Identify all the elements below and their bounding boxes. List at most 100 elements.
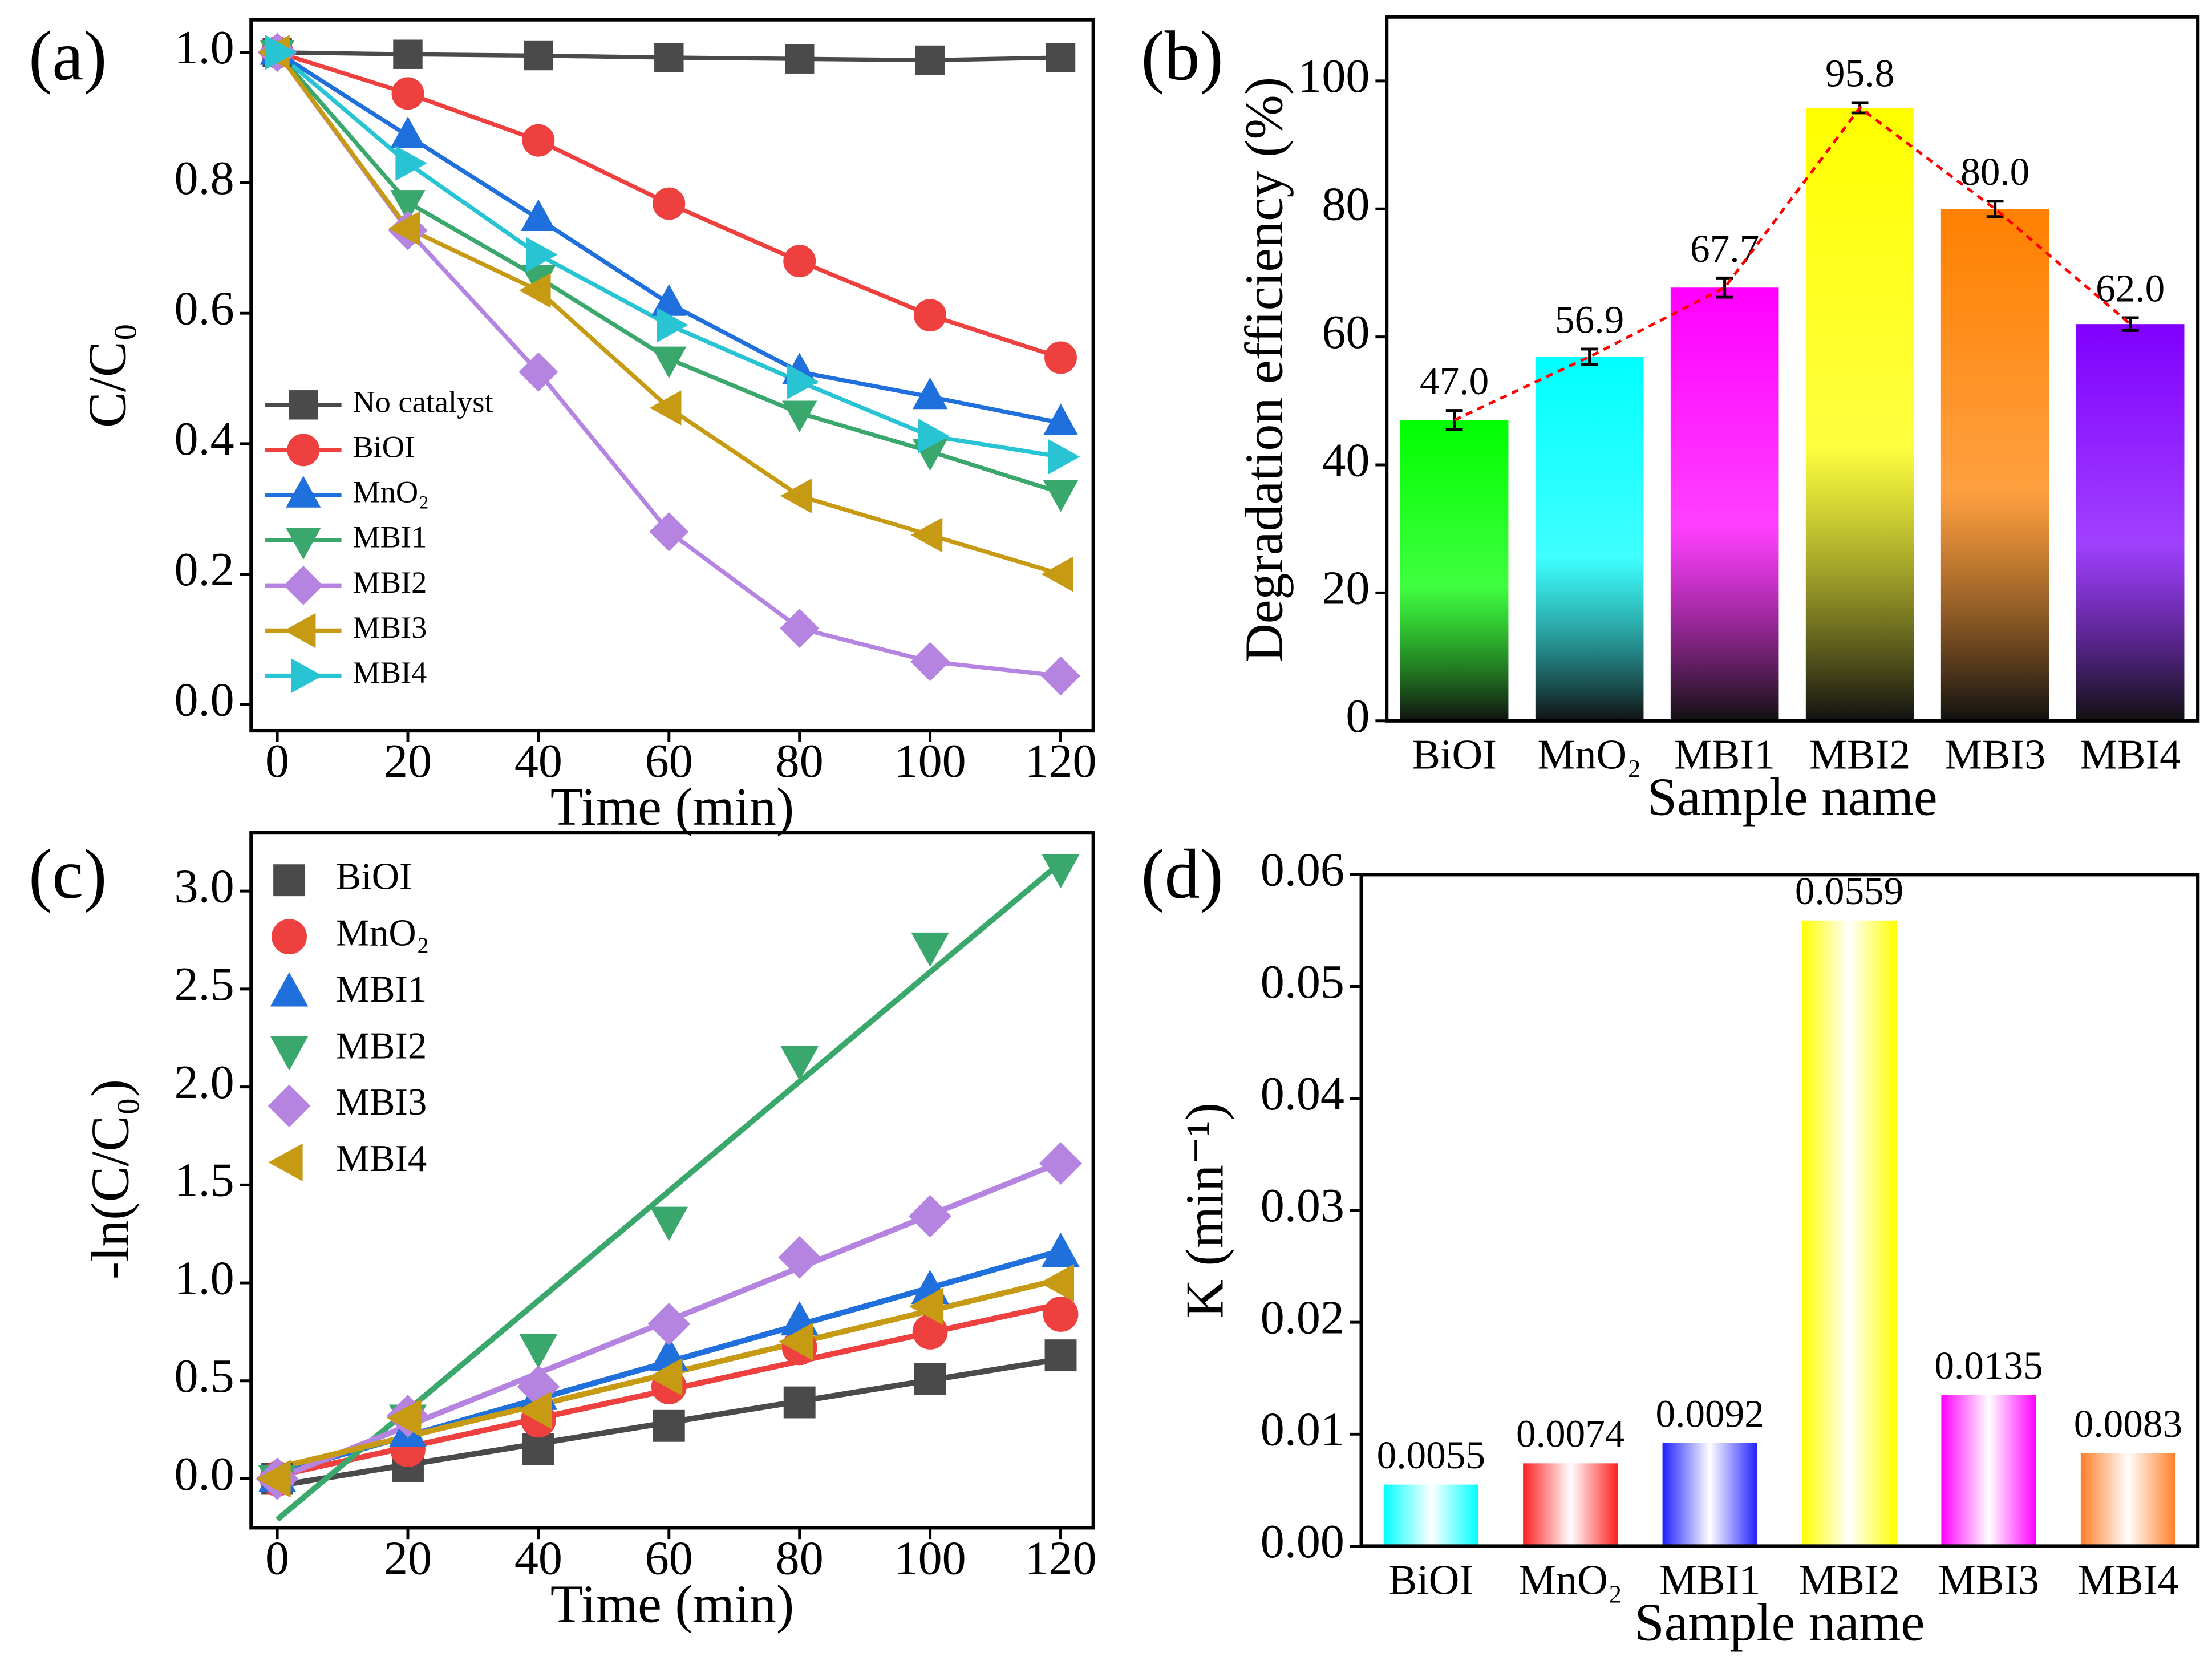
- marker: [1042, 854, 1080, 889]
- y-tick-label: 0.00: [1261, 1515, 1344, 1568]
- bar: [1523, 1463, 1618, 1546]
- marker: [522, 1433, 554, 1465]
- x-tick-label: BiOI: [1412, 732, 1496, 779]
- marker: [780, 1046, 819, 1081]
- marker: [911, 932, 949, 967]
- bar: [2076, 324, 2185, 721]
- y-tick-label: 2.0: [175, 1056, 234, 1109]
- value-label: 80.0: [1960, 149, 2029, 193]
- legend-label: MBI2: [353, 565, 427, 599]
- panel-label: (c): [29, 835, 107, 913]
- legend-label: MnO₂: [353, 475, 429, 509]
- value-label: 0.0083: [2074, 1401, 2182, 1445]
- y-tick-label: 3.0: [175, 860, 234, 913]
- marker: [909, 1287, 944, 1326]
- bar: [1940, 209, 2049, 721]
- y-tick-label: 0.02: [1261, 1291, 1344, 1344]
- legend-marker: [286, 476, 321, 508]
- x-tick-label: MBI2: [1798, 1557, 1899, 1603]
- marker: [654, 43, 684, 72]
- marker: [1043, 480, 1079, 512]
- trend-line: [1453, 106, 2132, 422]
- y-tick-label: 80: [1322, 178, 1370, 231]
- marker: [778, 1236, 821, 1279]
- y-tick-label: 1.0: [175, 21, 234, 74]
- x-tick-label: 120: [1024, 735, 1096, 788]
- x-tick-label: 80: [776, 735, 824, 788]
- marker: [914, 299, 947, 332]
- marker: [787, 364, 819, 399]
- marker: [910, 642, 950, 682]
- legend-label: MBI1: [336, 969, 427, 1010]
- y-tick-label: 1.5: [175, 1154, 234, 1207]
- legend-label: BiOI: [353, 430, 415, 464]
- legend-label: MBI3: [336, 1081, 427, 1123]
- x-tick-label: 20: [384, 735, 432, 788]
- marker: [1048, 439, 1080, 475]
- legend-label: MBI3: [353, 610, 427, 645]
- x-tick-label: 20: [384, 1532, 432, 1585]
- bar: [1802, 920, 1897, 1546]
- y-tick-label: 0: [1346, 690, 1370, 743]
- y-tick-label: 0.4: [175, 412, 234, 465]
- y-tick-label: 0.6: [175, 282, 234, 335]
- bar: [1662, 1443, 1757, 1546]
- value-label: 95.8: [1825, 51, 1894, 95]
- marker: [782, 400, 817, 433]
- marker: [522, 124, 555, 157]
- legend-label: MnO₂: [336, 912, 430, 954]
- x-tick-label: 0: [265, 735, 289, 788]
- x-axis-title: Time (min): [550, 1574, 794, 1634]
- value-label: 0.0135: [1934, 1343, 2043, 1387]
- marker: [388, 210, 420, 246]
- plot-frame: [249, 831, 1095, 1530]
- x-tick-label: MBI1: [1674, 732, 1775, 779]
- marker: [518, 352, 558, 392]
- value-label: 56.9: [1555, 297, 1624, 341]
- marker: [783, 245, 816, 278]
- y-axis-title: -ln(C/C₀): [80, 1079, 140, 1279]
- y-tick-label: 0.0: [175, 674, 234, 727]
- marker: [519, 273, 551, 308]
- marker: [390, 190, 426, 222]
- legend-marker: [286, 528, 321, 560]
- marker: [909, 1194, 951, 1238]
- marker: [780, 478, 812, 514]
- x-tick-label: MnO₂: [1537, 732, 1642, 779]
- legend-marker: [291, 658, 323, 694]
- x-tick-label: MnO₂: [1518, 1557, 1623, 1603]
- marker: [1044, 341, 1077, 374]
- legend-marker: [273, 864, 306, 897]
- marker: [265, 35, 297, 70]
- marker: [1041, 656, 1080, 696]
- y-tick-label: 1.0: [175, 1251, 234, 1305]
- x-tick-label: 80: [776, 1532, 824, 1585]
- x-tick-label: 60: [645, 735, 693, 788]
- x-axis-title: Sample name: [1634, 1593, 1925, 1652]
- x-tick-label: 120: [1024, 1532, 1096, 1585]
- x-tick-label: 40: [514, 735, 562, 788]
- panel-label: (b): [1141, 17, 1223, 95]
- marker: [1042, 1232, 1080, 1267]
- legend-label: BiOI: [336, 856, 412, 898]
- y-tick-label: 0.04: [1261, 1067, 1344, 1120]
- legend-marker: [272, 919, 307, 955]
- y-tick-label: 0.05: [1261, 955, 1344, 1008]
- marker: [653, 1409, 685, 1442]
- marker: [526, 237, 558, 272]
- value-label: 0.0074: [1516, 1412, 1624, 1456]
- bar: [1805, 107, 1914, 721]
- y-tick-label: 2.5: [175, 958, 234, 1011]
- panel-label: (d): [1141, 835, 1223, 913]
- y-tick-label: 0.03: [1261, 1179, 1344, 1232]
- marker: [387, 1399, 422, 1437]
- plot-frame: [1385, 15, 2200, 723]
- x-axis-title: Sample name: [1647, 768, 1938, 827]
- legend-label: MBI2: [336, 1025, 427, 1067]
- bar: [1535, 357, 1644, 721]
- error-bar: [1581, 347, 1598, 366]
- legend-marker: [287, 434, 320, 467]
- legend-label: No catalyst: [353, 384, 493, 419]
